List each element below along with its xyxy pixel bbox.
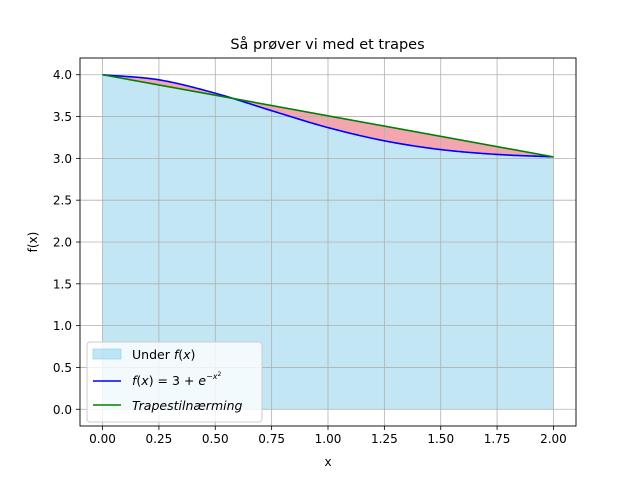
x-tick-label: 1.00 <box>315 432 342 446</box>
legend-label-trapezoid: Trapestilnærming <box>132 398 243 413</box>
legend-label-function: f(x) = 3 + e−x2 <box>132 371 222 388</box>
legend-box <box>86 341 263 423</box>
trapezoid-line <box>102 73 554 158</box>
x-tick-label: 0.50 <box>202 432 229 446</box>
y-tick-label: 1.5 <box>53 277 72 291</box>
y-tick-label: 2.5 <box>53 194 72 208</box>
x-tick-label: 0.75 <box>258 432 285 446</box>
x-tick-label: 2.00 <box>540 432 567 446</box>
y-tick-label: 1.0 <box>53 319 72 333</box>
y-tick-label: 2.0 <box>53 236 72 250</box>
function-curve <box>102 73 554 158</box>
y-tick-label: 3.0 <box>53 152 72 166</box>
legend: Under f(x) f(x) = 3 + e−x2 Trapestilnærm… <box>86 341 263 423</box>
y-tick-label: 0.5 <box>53 361 72 375</box>
x-tick-label: 1.50 <box>427 432 454 446</box>
x-tick-label: 1.75 <box>484 432 511 446</box>
x-axis-label: x <box>324 455 331 469</box>
x-tick-label: 0.25 <box>146 432 173 446</box>
y-axis-label: f(x) <box>26 232 40 253</box>
y-tick-label: 3.5 <box>53 110 72 124</box>
x-tick-label: 1.25 <box>371 432 398 446</box>
y-tick-label: 4.0 <box>53 68 72 82</box>
y-tick-label: 0.0 <box>53 403 72 417</box>
x-tick-label: 0.00 <box>89 432 116 446</box>
plot-area: 0.00 0.25 0.50 0.75 1.00 1.25 1.50 1.75 2.00 0.0 0… <box>53 57 577 446</box>
legend-swatch-under <box>92 348 122 360</box>
legend-label-under: Under f(x) <box>132 347 195 362</box>
chart-title: Så prøver vi med et trapes <box>230 36 424 53</box>
